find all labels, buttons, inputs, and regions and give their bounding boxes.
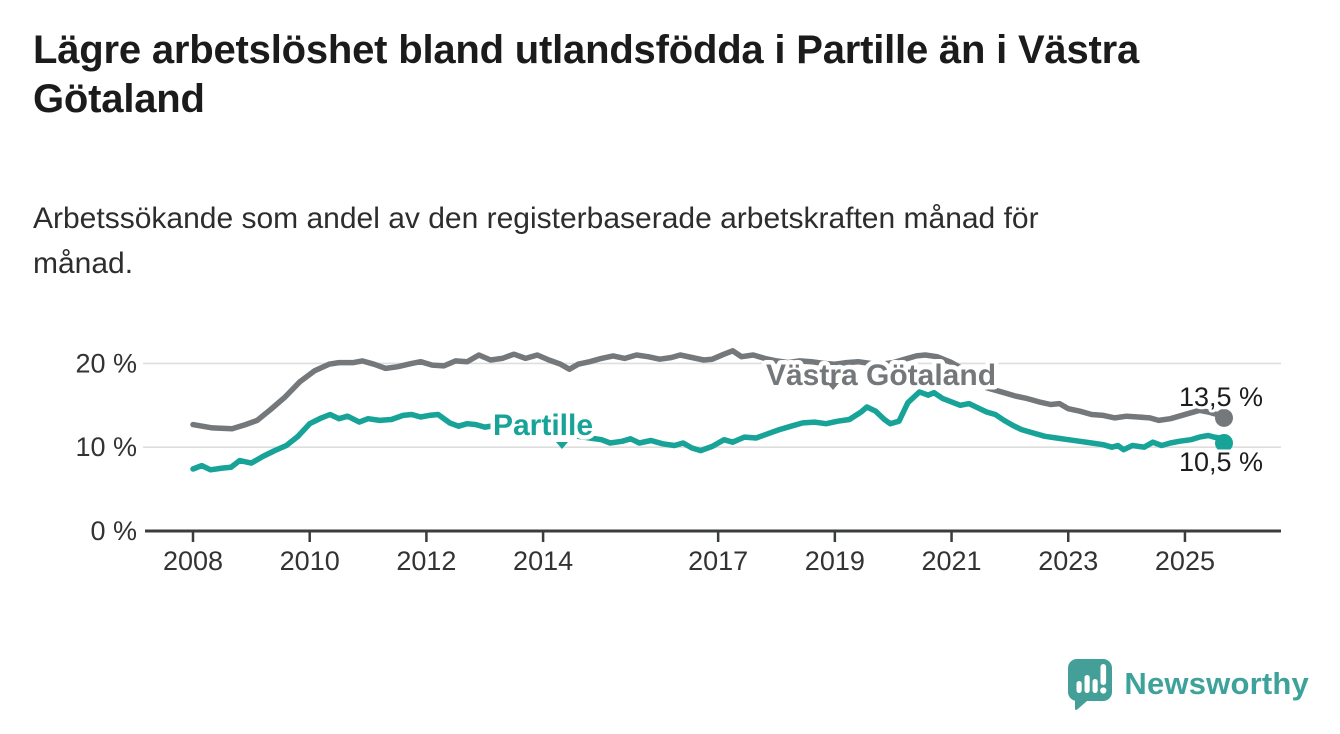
x-tick-label: 2014	[513, 546, 573, 576]
chart-subtitle: Arbetssökande som andel av den registerb…	[33, 202, 1039, 280]
series-label-pointer-vastra-gotaland	[827, 383, 839, 390]
series-line-partille	[190, 389, 1227, 473]
x-tick-label: 2017	[688, 546, 748, 576]
x-tick-label: 2010	[280, 546, 340, 576]
line-chart: 2008 2010 2012 2014 2017 2019 2021 2023 2025 20 %…	[0, 318, 1340, 608]
line-chart-canvas: 2008 2010 2012 2014 2017 2019 2021 2023 2025 20 %…	[75, 348, 1281, 576]
newsworthy-brand[interactable]: Newsworthy	[1067, 658, 1309, 710]
x-tick-label: 2025	[1155, 546, 1215, 576]
newsworthy-logo-text: Newsworthy	[1124, 666, 1309, 701]
chart-title: Lägre arbetslöshet bland utlandsfödda i …	[33, 28, 1140, 121]
y-tick-label: 10 %	[75, 432, 137, 462]
series-line-vastra-gotaland	[190, 348, 1227, 432]
series-label-partille: Partille	[493, 409, 593, 442]
end-dot-partille	[1215, 434, 1233, 452]
end-value-label-vastra-gotaland: 13,5 %	[1179, 382, 1263, 412]
y-tick-label: 0 %	[90, 516, 137, 546]
end-value-label-partille: 10,5 %	[1179, 447, 1263, 477]
newsworthy-logo-icon	[1068, 659, 1113, 710]
x-tick-label: 2008	[163, 546, 223, 576]
x-tick-label: 2023	[1038, 546, 1098, 576]
x-tick-label: 2012	[396, 546, 456, 576]
end-dot-vastra-gotaland	[1215, 408, 1233, 427]
series-label-vastra-gotaland: Västra Götaland	[766, 359, 996, 392]
series-label-pointer-partille	[556, 442, 568, 449]
x-tick-label: 2021	[922, 546, 982, 576]
x-tick-label: 2019	[805, 546, 865, 576]
y-tick-label: 20 %	[75, 348, 137, 378]
